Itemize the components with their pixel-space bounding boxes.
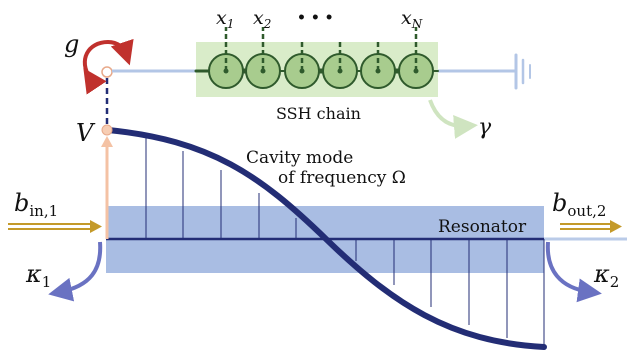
site-ellipsis: • • • bbox=[297, 10, 334, 26]
chain-sites bbox=[208, 27, 434, 89]
voltage-probe-arrowhead bbox=[101, 136, 113, 147]
mode-field-lines bbox=[145, 136, 545, 345]
chain-site bbox=[322, 40, 358, 89]
V-label: V bbox=[76, 119, 96, 147]
site-label-xN: xN bbox=[401, 7, 423, 31]
voltage-node bbox=[101, 124, 113, 136]
site-label-x2: x2 bbox=[253, 7, 271, 31]
gamma-label: γ bbox=[478, 115, 492, 140]
cavity-mode-label-line2: of frequency Ω bbox=[278, 168, 406, 188]
b-out-arrow bbox=[560, 220, 622, 233]
g-label: g bbox=[64, 30, 79, 58]
cavity-mode-curve bbox=[105, 127, 547, 350]
chain-site bbox=[208, 27, 244, 89]
chain-site bbox=[398, 27, 434, 89]
coupling-node-top bbox=[101, 66, 113, 78]
coupling-rotation-arrow bbox=[82, 38, 134, 95]
ssh-chain-label: SSH chain bbox=[276, 104, 361, 123]
b-in-arrow bbox=[8, 220, 102, 233]
kappa1-label: κ1 bbox=[25, 260, 51, 291]
chain-site bbox=[360, 40, 396, 89]
cavity-mode-label-line1: Cavity mode bbox=[246, 148, 353, 168]
resonator-label: Resonator bbox=[438, 217, 527, 237]
chain-site bbox=[245, 27, 281, 89]
b-in-label: bin,1 bbox=[14, 189, 58, 220]
chain-site bbox=[284, 40, 320, 89]
kappa2-label: κ2 bbox=[593, 260, 619, 291]
b-out-label: bout,2 bbox=[552, 189, 606, 220]
gamma-decay-arrow bbox=[428, 99, 478, 139]
kappa2-loss-arrow bbox=[545, 241, 602, 303]
site-label-x1: x1 bbox=[216, 7, 234, 31]
kappa1-loss-arrow bbox=[48, 241, 103, 302]
ground-icon bbox=[514, 53, 531, 90]
